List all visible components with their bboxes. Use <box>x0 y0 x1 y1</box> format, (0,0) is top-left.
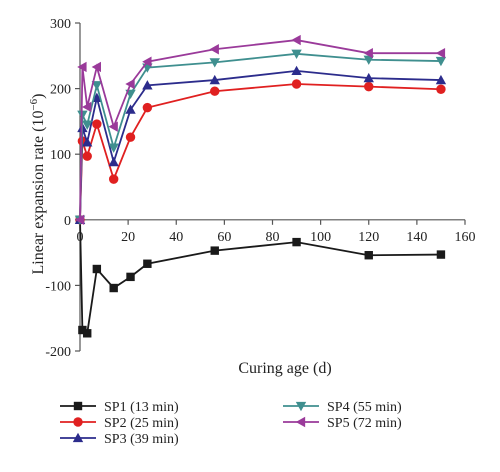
y-tick-label: -100 <box>45 279 71 294</box>
data-point-sp4 <box>209 58 220 68</box>
data-point-sp3 <box>125 104 136 114</box>
data-point-sp4 <box>91 81 103 91</box>
x-tick-label: 40 <box>169 230 183 245</box>
legend-label: SP1 (13 min) <box>104 400 179 415</box>
y-axis-title-main: Linear expansion rate (10 <box>30 111 47 275</box>
data-point-sp2 <box>125 132 136 142</box>
x-tick-label: 60 <box>217 230 231 245</box>
data-point-sp4 <box>363 55 374 65</box>
legend-marker <box>73 401 83 411</box>
x-axis-title: Curing age (d) <box>238 360 331 377</box>
series-sp2 <box>75 79 446 225</box>
x-tick-label: 160 <box>455 230 476 245</box>
data-point-sp4 <box>82 120 93 130</box>
legend-item-sp3: SP3 (39 min) <box>60 432 179 447</box>
data-point-sp2 <box>82 151 92 161</box>
legend-item-sp2: SP2 (25 min) <box>60 416 179 431</box>
data-point-sp5 <box>108 121 118 132</box>
data-point-sp4 <box>108 143 119 153</box>
x-tick-label: 100 <box>310 230 331 245</box>
legend-marker <box>73 417 83 427</box>
data-point-sp1 <box>436 250 446 259</box>
data-point-sp4 <box>435 56 447 67</box>
legend-item-sp5: SP5 (72 min) <box>283 416 402 431</box>
data-point-sp2 <box>436 84 446 94</box>
data-point-sp1 <box>109 283 118 293</box>
data-point-sp2 <box>291 79 302 89</box>
data-point-sp1 <box>126 272 135 282</box>
x-tick-label: 140 <box>406 230 427 245</box>
y-tick-label: 0 <box>64 214 71 229</box>
data-point-sp2 <box>364 81 374 92</box>
data-point-sp3 <box>209 74 220 85</box>
x-tick-label: 120 <box>358 230 379 245</box>
y-tick-label: 200 <box>50 83 71 98</box>
data-point-sp4 <box>291 49 302 60</box>
series-sp5 <box>74 34 446 225</box>
data-point-sp2 <box>142 102 153 113</box>
data-point-sp5 <box>91 61 102 73</box>
series-sp3 <box>74 65 447 224</box>
data-point-sp5 <box>291 34 301 46</box>
data-point-sp2 <box>210 86 220 96</box>
y-tick-label: 100 <box>50 148 71 163</box>
data-point-sp5 <box>82 101 92 113</box>
x-tick-label: 80 <box>266 230 280 245</box>
legend-label: SP4 (55 min) <box>327 400 402 415</box>
data-point-sp2 <box>108 174 119 184</box>
series-sp1 <box>75 215 446 338</box>
data-point-sp3 <box>108 156 119 167</box>
legend-item-sp1: SP1 (13 min) <box>60 400 179 415</box>
legend-marker <box>295 416 306 428</box>
series-layer <box>74 34 447 338</box>
data-point-sp1 <box>92 264 102 274</box>
data-point-sp1 <box>364 251 373 260</box>
legend: SP1 (13 min)SP2 (25 min)SP3 (39 min) SP4 … <box>60 400 402 447</box>
y-axis-title-exponent: −6 <box>28 98 40 110</box>
legend-item-sp4: SP4 (55 min) <box>283 400 402 415</box>
data-point-sp3 <box>435 74 447 85</box>
legend-label: SP3 (39 min) <box>104 432 179 447</box>
data-point-sp5 <box>142 56 152 67</box>
data-point-sp1 <box>210 246 219 255</box>
data-point-sp1 <box>143 259 152 268</box>
data-point-sp3 <box>291 65 302 76</box>
data-point-sp3 <box>142 80 153 90</box>
legend-marker <box>72 432 84 443</box>
data-point-sp1 <box>83 329 92 338</box>
data-point-sp5 <box>74 214 85 225</box>
legend-marker <box>295 401 307 412</box>
series-line-sp3 <box>79 69 441 220</box>
legend-label: SP2 (25 min) <box>104 416 179 431</box>
y-tick-label: 300 <box>50 17 71 32</box>
data-point-sp2 <box>92 119 102 129</box>
data-point-sp3 <box>82 137 93 147</box>
legend-label: SP5 (72 min) <box>327 416 402 431</box>
data-point-sp5 <box>125 78 135 90</box>
y-axis-title: Linear expansion rate (10−6) <box>28 94 47 275</box>
data-point-sp5 <box>77 61 87 73</box>
data-point-sp3 <box>363 72 374 83</box>
y-axis-title-tail: ) <box>30 94 47 99</box>
x-tick-label: 20 <box>121 230 135 245</box>
data-point-sp5 <box>435 47 446 59</box>
series-sp4 <box>74 49 447 225</box>
y-tick-label: -200 <box>45 345 71 360</box>
data-point-sp1 <box>292 237 301 247</box>
data-point-sp5 <box>363 47 373 59</box>
data-point-sp1 <box>78 325 87 335</box>
data-point-sp5 <box>209 44 219 55</box>
